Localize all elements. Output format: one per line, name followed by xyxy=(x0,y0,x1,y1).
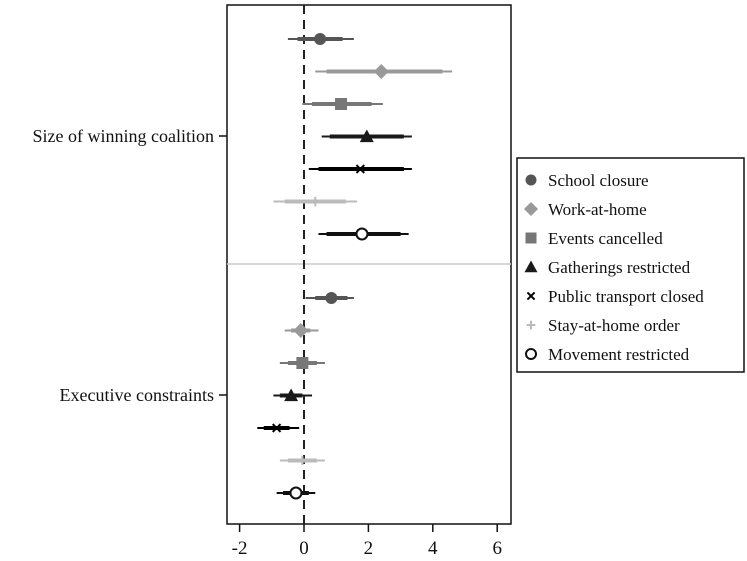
point-estimate xyxy=(355,164,365,174)
legend-item-work-at-home: Work-at-home xyxy=(524,200,647,219)
legend-marker xyxy=(526,291,536,301)
x-tick-label: 6 xyxy=(492,538,502,559)
legend-label: School closure xyxy=(548,171,649,190)
legend-marker xyxy=(524,260,538,273)
legend-item-movement-restricted: Movement restricted xyxy=(525,345,690,364)
legend-marker xyxy=(525,348,537,360)
point-estimate xyxy=(296,357,309,369)
series-gatherings-restricted xyxy=(273,129,412,402)
point-estimate xyxy=(284,388,299,402)
x-tick-label: 2 xyxy=(364,538,374,559)
x-axis: -2 0 2 4 6 xyxy=(232,524,502,559)
x-tick-label: -2 xyxy=(232,538,248,559)
series-public-transport-closed xyxy=(257,164,412,433)
series-stay-at-home-order xyxy=(273,196,358,466)
point-estimate xyxy=(359,129,374,143)
legend-box xyxy=(516,157,745,373)
point-estimate xyxy=(272,423,282,433)
point-estimate xyxy=(293,323,309,338)
legend-label: Stay-at-home order xyxy=(548,316,680,335)
legend-marker xyxy=(525,174,537,186)
legend-marker xyxy=(525,232,537,244)
legend-label: Gatherings restricted xyxy=(548,258,691,277)
point-estimate xyxy=(335,98,348,110)
legend-item-gatherings-restricted: Gatherings restricted xyxy=(524,258,691,277)
legend: School closure Work-at-home Events cancell… xyxy=(516,157,745,373)
legend-label: Public transport closed xyxy=(548,287,704,306)
series-events-cancelled xyxy=(279,98,383,369)
legend-label: Events cancelled xyxy=(548,229,663,248)
series-school-closure xyxy=(287,33,354,304)
legend-marker xyxy=(526,320,536,330)
x-tick-label: 4 xyxy=(428,538,438,559)
point-estimate xyxy=(373,64,389,79)
point-estimate xyxy=(355,227,369,241)
point-estimate xyxy=(289,486,303,500)
point-estimate xyxy=(314,33,327,45)
legend-label: Work-at-home xyxy=(548,200,647,219)
series-work-at-home xyxy=(284,64,453,338)
legend-marker xyxy=(524,202,538,216)
legend-item-school-closure: School closure xyxy=(525,171,649,190)
legend-item-events-cancelled: Events cancelled xyxy=(525,229,663,248)
group-labels: Size of winning coalition Executive cons… xyxy=(33,126,227,405)
legend-item-public-transport-closed: Public transport closed xyxy=(526,287,704,306)
point-estimate xyxy=(310,196,321,207)
legend-item-stay-at-home-order: Stay-at-home order xyxy=(526,316,680,335)
chart-marks xyxy=(257,33,453,500)
x-tick-label: 0 xyxy=(299,538,309,559)
point-estimate xyxy=(297,455,308,466)
group-label-winning-coalition: Size of winning coalition xyxy=(33,126,214,146)
series-movement-restricted xyxy=(276,227,409,500)
point-estimate xyxy=(325,292,338,304)
legend-label: Movement restricted xyxy=(548,345,690,364)
group-label-executive-constraints: Executive constraints xyxy=(60,385,214,405)
